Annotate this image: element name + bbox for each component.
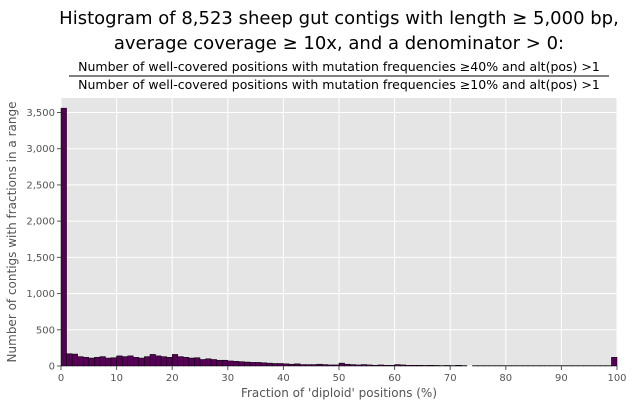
histogram-bar — [266, 362, 273, 367]
chart-title-line-1: Histogram of 8,523 sheep gut contigs wit… — [59, 8, 619, 29]
histogram-bar — [416, 365, 423, 367]
y-tick-label: 1,000 — [26, 289, 55, 300]
histogram-bar — [188, 357, 195, 367]
histogram-bar — [333, 364, 340, 367]
x-axis-label: Fraction of 'diploid' positions (%) — [241, 386, 437, 400]
histogram-bar — [121, 356, 128, 367]
histogram-bar — [310, 364, 318, 367]
fraction-denominator: Number of well-covered positions with mu… — [78, 77, 600, 92]
x-tick-label: 90 — [555, 373, 568, 384]
histogram-bar — [94, 357, 101, 367]
histogram-bar — [144, 356, 151, 367]
histogram-bar — [355, 364, 362, 367]
histogram-bar — [66, 353, 73, 367]
histogram-bar — [160, 356, 167, 367]
histogram-bar — [171, 354, 179, 367]
histogram-bar — [344, 363, 351, 367]
histogram-bar — [238, 361, 245, 367]
histogram-bar — [411, 365, 418, 367]
histogram-bar — [327, 364, 334, 367]
histogram-bar — [216, 359, 223, 367]
histogram-bar — [138, 357, 145, 367]
histogram-bar — [422, 365, 429, 367]
histogram-bar — [366, 364, 373, 367]
histogram-bar — [322, 364, 329, 367]
histogram-bar — [227, 360, 234, 367]
histogram-bar — [377, 364, 384, 367]
histogram-bar — [71, 353, 78, 367]
histogram-bar — [349, 364, 356, 367]
histogram-bar — [205, 358, 212, 367]
x-tick-label: 10 — [110, 373, 123, 384]
histogram-bar — [149, 354, 156, 367]
histogram-bar — [82, 357, 90, 367]
y-tick-label: 2,500 — [26, 180, 55, 191]
histogram-bar — [405, 365, 412, 367]
x-tick-label: 80 — [499, 373, 512, 384]
y-tick-label: 1,500 — [26, 253, 55, 264]
histogram-bar — [399, 364, 406, 367]
histogram-bar — [383, 365, 390, 367]
histogram-bar — [88, 357, 95, 367]
histogram-bar — [433, 365, 440, 367]
histogram-bar — [99, 356, 106, 367]
histogram-bar — [277, 363, 284, 367]
chart-title-line-2: average coverage ≥ 10x, and a denominato… — [114, 33, 564, 54]
y-tick-label: 500 — [36, 325, 55, 336]
histogram-bar — [116, 355, 123, 367]
histogram-bar — [133, 357, 140, 367]
y-tick-label: 0 — [49, 362, 55, 373]
histogram-bar — [249, 362, 256, 367]
histogram-bar — [427, 365, 434, 367]
histogram-bar — [233, 361, 240, 367]
histogram-bar — [294, 363, 301, 367]
histogram-bar — [166, 357, 173, 367]
histogram-bar — [388, 365, 395, 367]
histogram-bar — [199, 359, 206, 367]
x-tick-label: 70 — [444, 373, 457, 384]
histogram-bar — [177, 356, 184, 367]
y-tick-label: 3,500 — [26, 108, 55, 119]
histogram-bar — [221, 359, 229, 367]
histogram-bar — [305, 364, 312, 367]
histogram-bar — [360, 364, 368, 367]
x-tick-label: 100 — [607, 373, 626, 384]
histogram-bar — [272, 363, 279, 367]
histogram-bar — [110, 357, 117, 367]
plot-area: 0 10 20 30 40 50 60 70 80 90 100 0 500 1,000 1,500 2,00… — [26, 98, 627, 384]
histogram-bar — [77, 356, 84, 367]
histogram-bar — [283, 363, 290, 367]
histogram-bar — [316, 363, 323, 367]
fraction-numerator: Number of well-covered positions with mu… — [78, 59, 600, 74]
x-tick-label: 40 — [277, 373, 290, 384]
histogram-bar — [299, 364, 306, 367]
histogram-bar — [455, 365, 462, 367]
histogram-bar — [394, 364, 401, 367]
histogram-bar — [60, 107, 67, 367]
x-tick-label: 30 — [221, 373, 234, 384]
histogram-bar — [244, 361, 251, 367]
histogram-bar — [444, 365, 451, 367]
histogram-bar — [155, 355, 162, 367]
y-tick-label: 2,000 — [26, 217, 55, 228]
x-tick-label: 60 — [388, 373, 401, 384]
histogram-bar — [372, 365, 379, 367]
histogram-bar — [288, 363, 295, 367]
histogram-bar — [260, 362, 267, 367]
x-tick-label: 20 — [166, 373, 179, 384]
histogram-bar — [338, 362, 345, 367]
y-tick-label: 3,000 — [26, 144, 55, 155]
histogram-bar — [127, 355, 134, 367]
y-axis-label: Number of contigs with fractions in a ra… — [5, 102, 19, 363]
histogram-bar — [611, 357, 618, 367]
x-tick-label: 0 — [58, 373, 64, 384]
histogram-bar — [183, 357, 190, 367]
histogram-bar — [255, 362, 262, 367]
histogram-bar — [105, 357, 112, 367]
histogram-bar — [210, 359, 217, 367]
x-tick-label: 50 — [333, 373, 346, 384]
histogram-bar — [194, 357, 201, 367]
